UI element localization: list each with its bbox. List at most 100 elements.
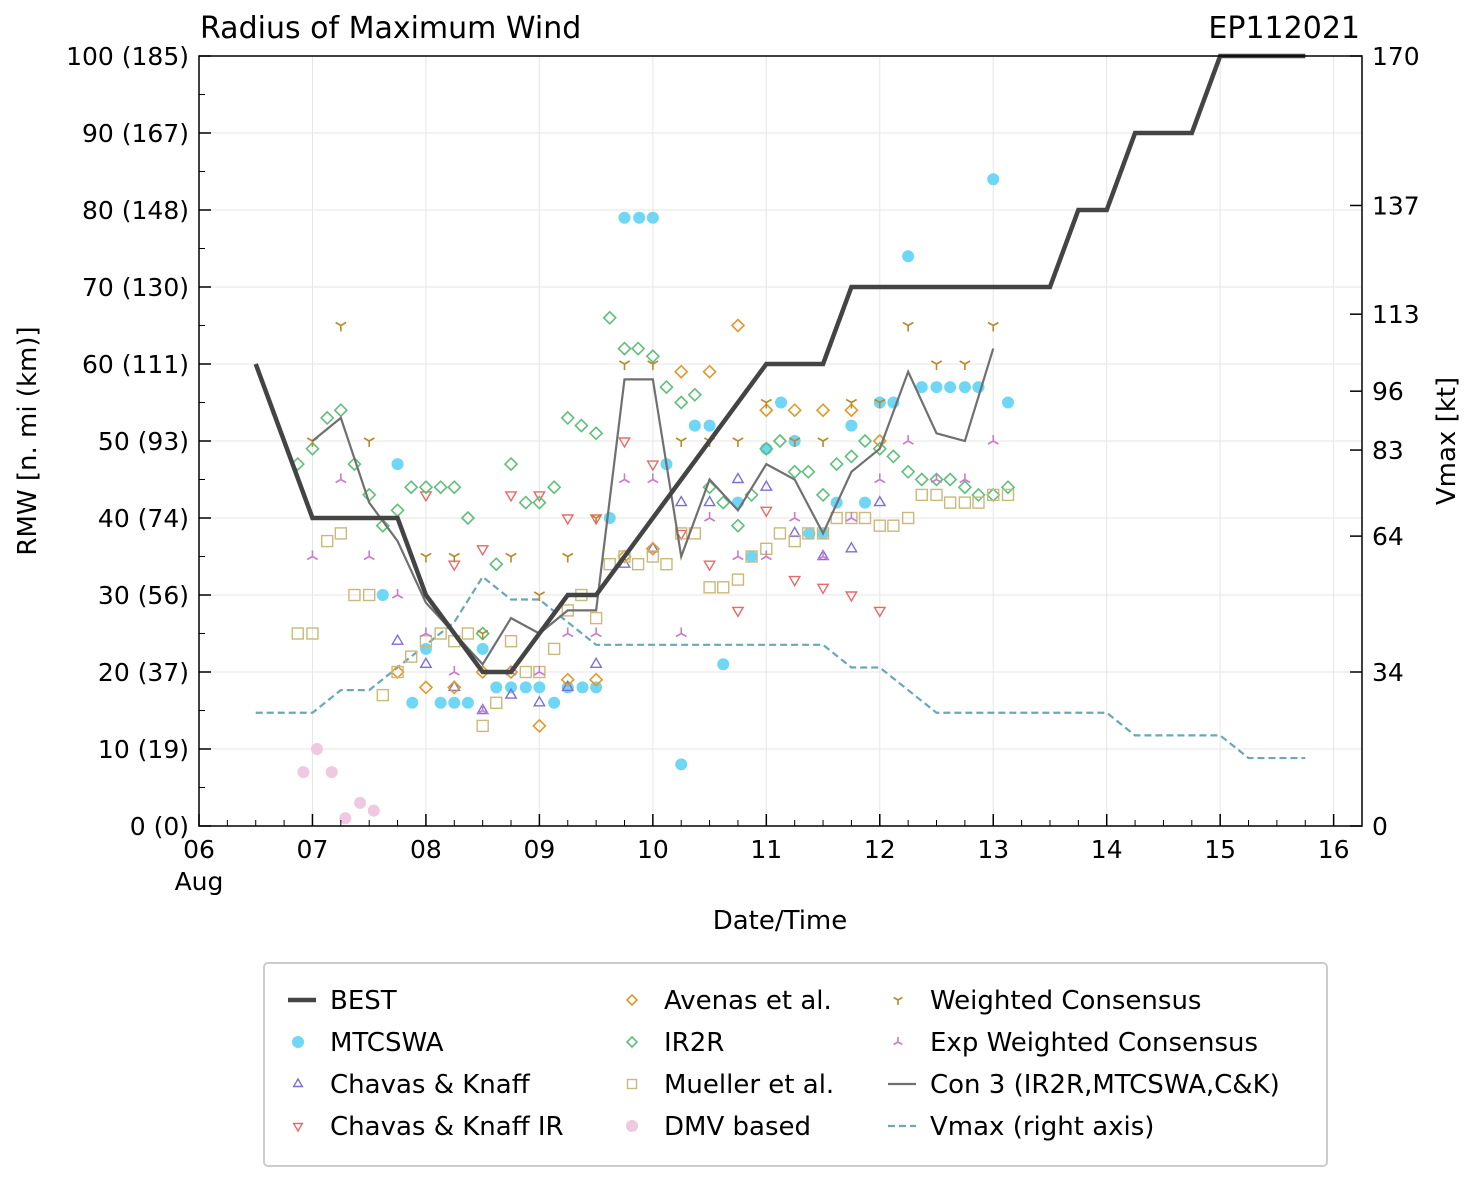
data-point-mtcswa: [434, 696, 447, 709]
y-tick-label-right: 96: [1372, 377, 1404, 406]
legend-label: Con 3 (IR2R,MTCSWA,C&K): [930, 1070, 1280, 1100]
series-chavas-knaff: [391, 472, 887, 715]
y-tick-label-right: 170: [1372, 42, 1420, 71]
data-point-ir2r: [630, 341, 646, 356]
data-point-ir2r: [518, 495, 533, 510]
data-point-mtcswa: [803, 527, 816, 540]
data-point-mueller-et-al: [419, 635, 433, 648]
data-point-mueller-et-al: [901, 511, 915, 525]
legend-label: Vmax (right axis): [930, 1112, 1154, 1142]
data-point-exp-weighted-consensus: [306, 550, 319, 561]
data-point-weighted-consensus: [732, 437, 744, 447]
data-point-ir2r: [390, 503, 405, 518]
grid: [199, 55, 1362, 827]
data-point-mtcswa: [958, 381, 971, 394]
data-point-chavas-knaff: [391, 633, 404, 645]
data-point-mueller-et-al: [348, 588, 361, 602]
data-point-avenas-et-al: [815, 403, 831, 418]
y-tick-label-left: 30 (56): [98, 581, 189, 610]
y-axis-label-left: RMW [n. mi (km)]: [13, 326, 43, 555]
data-point-mtcswa: [944, 381, 957, 394]
data-point-dmv-based: [367, 804, 380, 817]
data-point-dmv-based: [325, 766, 338, 779]
data-point-chavas-knaff: [873, 495, 887, 507]
data-point-exp-weighted-consensus: [902, 435, 914, 445]
data-point-ir2r: [942, 472, 958, 487]
x-tick-sublabel: Aug: [175, 867, 224, 896]
data-point-exp-weighted-consensus: [845, 512, 858, 522]
x-tick-label: 15: [1204, 835, 1236, 864]
data-point-avenas-et-al: [588, 672, 604, 687]
legend-swatch-marker: [625, 1035, 639, 1049]
data-point-mueller-et-al: [306, 627, 319, 640]
data-point-ir2r: [433, 480, 448, 495]
data-point-ir2r: [404, 480, 419, 495]
data-point-mtcswa: [490, 681, 503, 694]
data-point-ir2r: [560, 410, 575, 426]
data-point-chavas-knaff-ir: [618, 437, 631, 449]
data-point-mueller-et-al: [504, 635, 518, 648]
legend-swatch-marker: [893, 996, 903, 1005]
y-tick-label-left: 0 (0): [130, 812, 189, 841]
data-point-mueller-et-al: [321, 534, 334, 548]
legend-swatch-marker: [292, 1122, 304, 1133]
data-point-weighted-consensus: [477, 629, 489, 640]
data-point-avenas-et-al: [844, 403, 859, 418]
data-point-mtcswa: [675, 758, 688, 771]
data-point-mtcswa: [859, 496, 872, 509]
data-point-ir2r: [914, 472, 929, 487]
legend-item: Weighted Consensus: [893, 986, 1201, 1016]
y-tick-label-left: 20 (37): [98, 658, 189, 687]
legend-swatch-marker: [626, 1120, 638, 1132]
data-point-exp-weighted-consensus: [618, 473, 631, 484]
data-point-mtcswa: [419, 642, 432, 655]
data-point-ir2r: [588, 426, 604, 441]
data-point-mtcswa: [745, 550, 758, 563]
data-point-mueller-et-al: [717, 581, 730, 594]
data-point-exp-weighted-consensus: [562, 627, 574, 638]
data-point-exp-weighted-consensus: [363, 550, 375, 561]
data-point-mtcswa: [1001, 396, 1014, 409]
data-point-ir2r: [674, 395, 689, 410]
y-tick-label-left: 50 (93): [98, 427, 189, 456]
legend-item: Con 3 (IR2R,MTCSWA,C&K): [888, 1070, 1280, 1100]
data-point-chavas-knaff: [816, 549, 830, 561]
data-point-dmv-based: [297, 766, 310, 779]
data-point-mueller-et-al: [930, 488, 943, 502]
data-point-weighted-consensus: [533, 591, 546, 601]
y-tick-label-left: 70 (130): [82, 273, 189, 302]
x-tick-label: 11: [750, 835, 782, 864]
x-tick-label: 08: [410, 835, 442, 864]
legend-label: IR2R: [664, 1028, 724, 1058]
data-point-mueller-et-al: [404, 650, 418, 663]
data-point-ir2r: [659, 379, 674, 395]
y-tick-label-right: 83: [1372, 436, 1404, 465]
data-point-mueller-et-al: [972, 496, 985, 509]
data-point-weighted-consensus: [448, 552, 460, 563]
data-point-mtcswa: [590, 681, 603, 694]
data-point-chavas-knaff-ir: [419, 491, 433, 503]
y-tick-label-left: 90 (167): [82, 119, 189, 148]
legend-swatch-marker: [893, 1037, 903, 1046]
data-point-dmv-based: [339, 812, 352, 825]
data-point-ir2r: [971, 487, 986, 503]
legend-label: MTCSWA: [330, 1028, 444, 1058]
series-line-best: [253, 53, 1306, 675]
legend-label: Avenas et al.: [664, 986, 832, 1016]
legend-label: Chavas & Knaff IR: [330, 1112, 564, 1142]
data-point-chavas-knaff: [674, 495, 688, 507]
data-point-chavas-knaff-ir: [504, 491, 518, 503]
data-point-mueller-et-al: [461, 627, 475, 640]
data-point-mtcswa: [618, 211, 631, 224]
data-point-weighted-consensus: [789, 437, 801, 447]
y-tick-label-left: 80 (148): [82, 196, 189, 225]
data-point-exp-weighted-consensus: [703, 512, 716, 522]
legend-label: Weighted Consensus: [930, 986, 1201, 1016]
series-layer: [253, 53, 1306, 825]
data-point-chavas-knaff: [561, 680, 575, 692]
x-tick-label: 14: [1091, 835, 1123, 864]
data-point-mtcswa: [760, 442, 773, 455]
x-tick-label: 06: [183, 835, 215, 864]
data-point-exp-weighted-consensus: [647, 473, 659, 484]
legend-swatch-marker: [626, 1078, 638, 1090]
